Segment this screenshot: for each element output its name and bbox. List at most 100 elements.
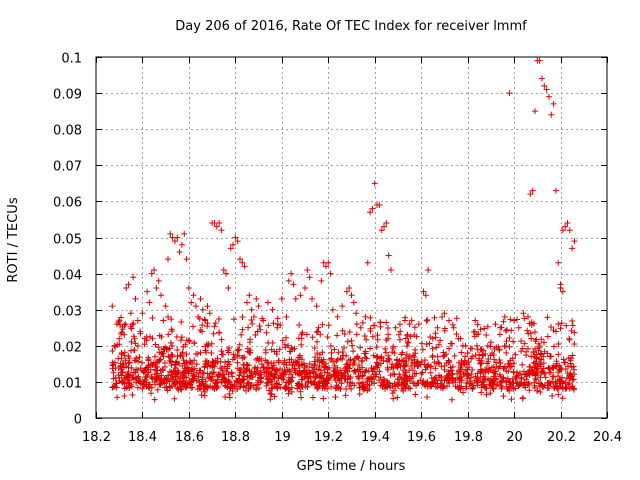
data-point xyxy=(120,364,127,371)
data-point xyxy=(260,364,267,371)
data-point xyxy=(208,340,215,347)
data-point xyxy=(303,331,310,338)
data-point xyxy=(486,381,493,388)
data-point xyxy=(448,396,455,403)
data-point xyxy=(236,383,243,390)
data-point xyxy=(398,358,405,365)
data-point xyxy=(545,364,552,371)
data-point xyxy=(393,362,400,369)
data-point xyxy=(355,373,362,380)
data-point xyxy=(547,369,554,376)
data-point xyxy=(117,369,124,376)
data-point xyxy=(165,256,172,263)
data-point xyxy=(339,327,346,334)
x-tick-label: 18.2 xyxy=(82,430,111,445)
data-point xyxy=(519,394,526,401)
data-point xyxy=(441,310,448,317)
data-point xyxy=(202,358,209,365)
data-point xyxy=(175,369,182,376)
data-point xyxy=(497,373,504,380)
data-point xyxy=(555,369,562,376)
data-point xyxy=(214,383,221,390)
data-point xyxy=(226,394,233,401)
data-point xyxy=(313,329,320,336)
data-point xyxy=(262,349,269,356)
data-point xyxy=(112,380,119,387)
data-point xyxy=(230,241,237,248)
data-point xyxy=(390,395,397,402)
data-point xyxy=(494,381,501,388)
data-point xyxy=(553,363,560,370)
data-point xyxy=(551,343,558,350)
data-point xyxy=(407,333,414,340)
data-point xyxy=(367,325,374,332)
data-point xyxy=(109,347,116,354)
y-tick-label: 0.1 xyxy=(61,52,82,67)
data-point xyxy=(545,93,552,100)
data-point xyxy=(166,368,173,375)
data-point xyxy=(125,380,132,387)
data-point xyxy=(131,347,138,354)
data-point xyxy=(389,382,396,389)
data-point xyxy=(396,321,403,328)
data-point xyxy=(171,238,178,245)
data-point xyxy=(109,365,116,372)
data-point xyxy=(246,349,253,356)
data-point xyxy=(558,320,565,327)
data-point xyxy=(264,299,271,306)
data-point xyxy=(263,380,270,387)
data-point xyxy=(553,328,560,335)
data-point xyxy=(547,323,554,330)
data-point xyxy=(279,337,286,344)
data-point xyxy=(531,108,538,115)
data-point xyxy=(134,384,141,391)
data-point xyxy=(359,372,366,379)
data-point xyxy=(380,376,387,383)
data-point xyxy=(270,320,277,327)
data-point xyxy=(340,344,347,351)
data-point xyxy=(343,288,350,295)
data-point xyxy=(374,353,381,360)
data-point xyxy=(425,266,432,273)
data-point xyxy=(481,367,488,374)
data-point xyxy=(201,316,208,323)
data-point xyxy=(534,387,541,394)
data-point xyxy=(454,384,461,391)
data-point xyxy=(394,394,401,401)
data-point xyxy=(137,328,144,335)
data-point xyxy=(313,366,320,373)
data-point xyxy=(115,355,122,362)
data-point xyxy=(295,335,302,342)
data-point xyxy=(449,375,456,382)
data-points xyxy=(109,57,578,403)
data-point xyxy=(194,386,201,393)
data-point xyxy=(111,342,118,349)
data-point xyxy=(311,345,318,352)
data-point xyxy=(532,354,539,361)
data-point xyxy=(387,266,394,273)
data-point xyxy=(568,364,575,371)
data-point xyxy=(151,396,158,403)
data-point xyxy=(550,373,557,380)
data-point xyxy=(321,363,328,370)
data-point xyxy=(179,362,186,369)
y-tick-label: 0.03 xyxy=(53,305,82,320)
data-point xyxy=(291,365,298,372)
data-point xyxy=(564,370,571,377)
data-point xyxy=(128,338,135,345)
data-point xyxy=(377,323,384,330)
data-point xyxy=(296,322,303,329)
data-point xyxy=(429,352,436,359)
data-point xyxy=(255,303,262,310)
data-point xyxy=(174,353,181,360)
data-point xyxy=(136,354,143,361)
data-point xyxy=(188,368,195,375)
data-point xyxy=(496,347,503,354)
data-point xyxy=(348,385,355,392)
data-point xyxy=(226,379,233,386)
data-point xyxy=(550,100,557,107)
data-point xyxy=(128,347,135,354)
data-point xyxy=(218,227,225,234)
data-point xyxy=(432,374,439,381)
data-point xyxy=(282,385,289,392)
